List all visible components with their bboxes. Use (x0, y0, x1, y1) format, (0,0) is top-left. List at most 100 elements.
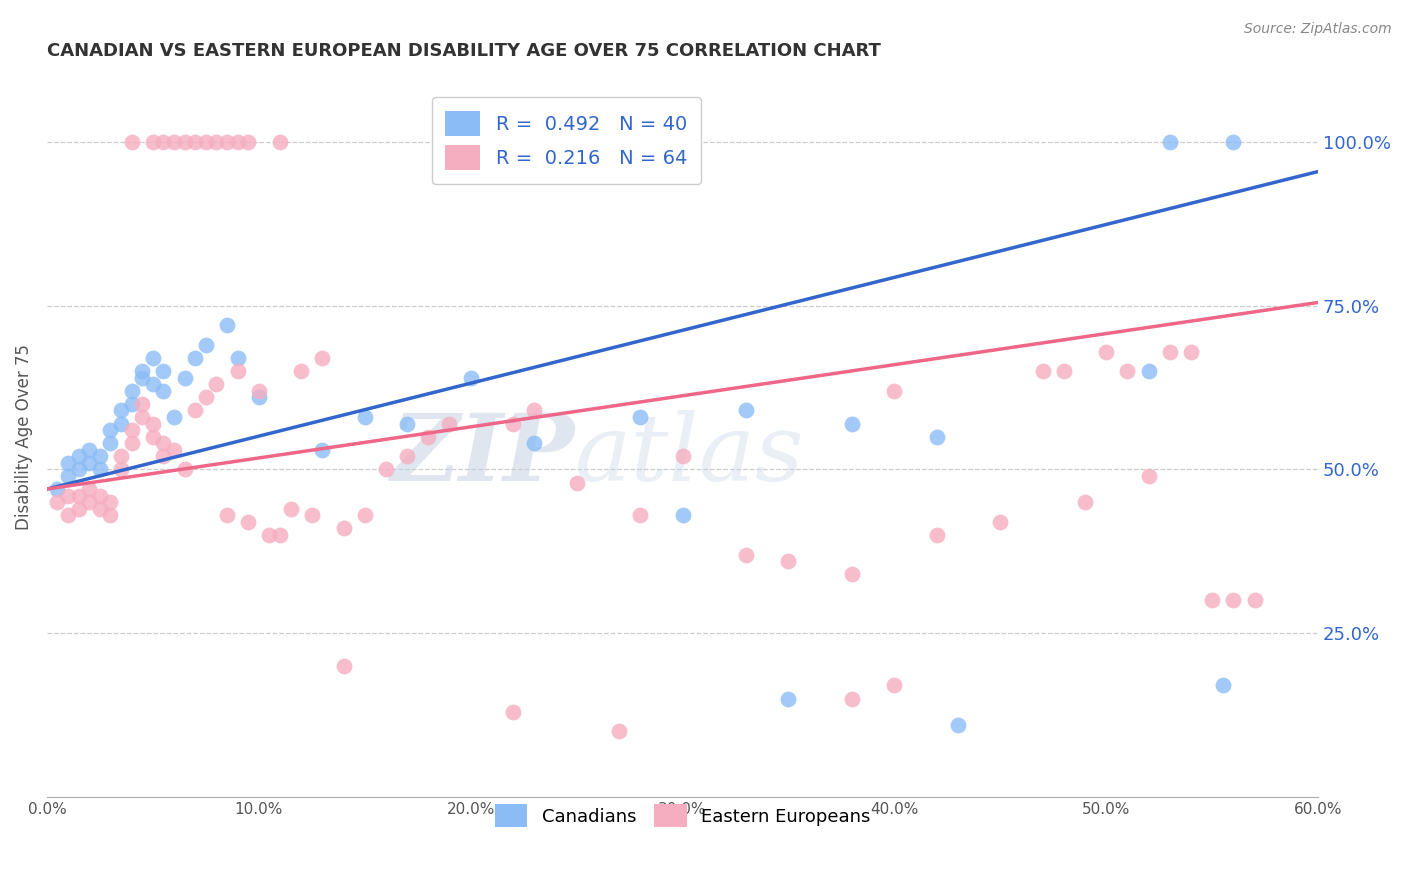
Point (1180, 344, 1202, 359)
Point (1032, 364, 1054, 378)
Point (194, 135, 217, 149)
Point (110, 403, 132, 417)
Point (205, 135, 228, 149)
Point (184, 351, 207, 365)
Legend: Canadians, Eastern Europeans: Canadians, Eastern Europeans (488, 797, 877, 835)
Point (925, 528, 948, 542)
Point (100, 508, 122, 523)
Point (77, 442, 100, 457)
Point (77, 482, 100, 496)
Point (56, 469, 79, 483)
Point (152, 364, 174, 378)
Point (226, 351, 249, 365)
Point (163, 135, 186, 149)
Point (152, 135, 174, 149)
Point (396, 450, 419, 464)
Point (152, 450, 174, 464)
Point (1074, 495, 1097, 509)
Point (946, 718, 969, 732)
Point (131, 364, 153, 378)
Point (67, 501, 90, 516)
Point (142, 135, 165, 149)
Point (142, 377, 165, 392)
Point (311, 442, 333, 457)
Point (215, 135, 238, 149)
Point (152, 384, 174, 398)
Point (778, 554, 800, 568)
Y-axis label: Disability Age Over 75: Disability Age Over 75 (15, 343, 32, 530)
Point (152, 436, 174, 450)
Point (77, 456, 100, 470)
Point (46, 495, 69, 509)
Point (523, 436, 546, 450)
Point (131, 371, 153, 385)
Point (1137, 469, 1160, 483)
Point (194, 391, 217, 405)
Point (353, 410, 375, 425)
Point (100, 495, 122, 509)
Point (418, 430, 440, 444)
Point (1222, 135, 1244, 149)
Point (173, 371, 195, 385)
Point (1095, 344, 1118, 359)
Point (110, 450, 132, 464)
Point (735, 403, 758, 417)
Point (1116, 364, 1139, 378)
Point (110, 417, 132, 431)
Point (280, 501, 302, 516)
Point (100, 423, 122, 437)
Point (89, 462, 111, 476)
Point (925, 430, 948, 444)
Point (173, 135, 195, 149)
Point (121, 135, 143, 149)
Point (131, 397, 153, 411)
Point (460, 371, 482, 385)
Point (121, 436, 143, 450)
Point (1222, 593, 1244, 607)
Point (628, 508, 651, 523)
Point (1212, 678, 1234, 692)
Point (1243, 593, 1265, 607)
Point (671, 450, 693, 464)
Point (142, 351, 165, 365)
Point (121, 384, 143, 398)
Point (883, 678, 905, 692)
Point (194, 338, 217, 352)
Point (332, 521, 354, 535)
Point (89, 501, 111, 516)
Point (502, 417, 524, 431)
Point (735, 548, 758, 562)
Text: ZIP: ZIP (391, 409, 575, 500)
Point (247, 384, 270, 398)
Point (238, 515, 260, 529)
Point (439, 417, 461, 431)
Point (56, 489, 79, 503)
Point (163, 442, 186, 457)
Point (247, 391, 270, 405)
Point (89, 489, 111, 503)
Point (269, 135, 291, 149)
Text: Source: ZipAtlas.com: Source: ZipAtlas.com (1244, 22, 1392, 37)
Point (1201, 593, 1223, 607)
Point (502, 705, 524, 719)
Point (628, 410, 651, 425)
Point (215, 508, 238, 523)
Point (226, 364, 249, 378)
Point (215, 318, 238, 333)
Point (1137, 364, 1160, 378)
Point (238, 135, 260, 149)
Point (67, 450, 90, 464)
Point (100, 436, 122, 450)
Point (121, 423, 143, 437)
Point (290, 364, 312, 378)
Point (163, 410, 186, 425)
Point (1159, 135, 1181, 149)
Point (131, 410, 153, 425)
Point (184, 135, 207, 149)
Point (121, 397, 143, 411)
Point (301, 508, 323, 523)
Point (142, 417, 165, 431)
Point (396, 417, 419, 431)
Point (841, 567, 863, 582)
Point (56, 456, 79, 470)
